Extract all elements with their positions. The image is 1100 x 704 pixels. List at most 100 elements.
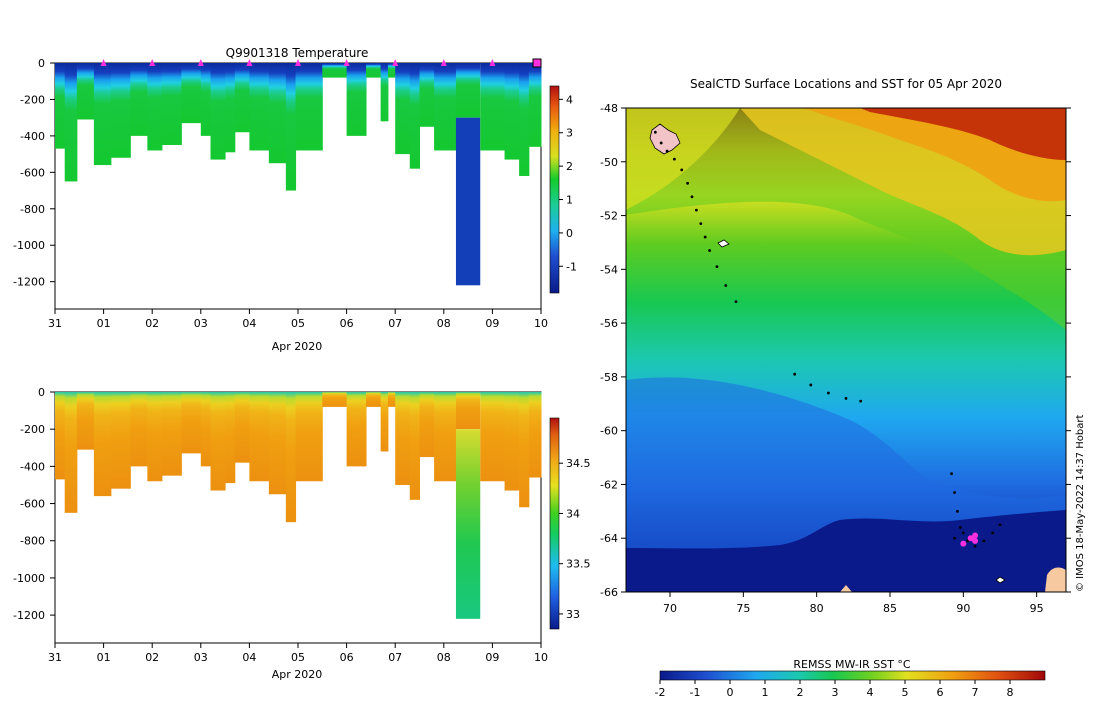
track-point xyxy=(953,491,956,494)
seal-track xyxy=(653,130,1002,548)
profile-column xyxy=(295,63,323,151)
profile-column xyxy=(200,63,212,136)
profile-column xyxy=(519,392,530,508)
sst-colorbar-ticks: -2 -1 0 1 2 3 4 5 6 7 8 xyxy=(655,680,1014,699)
track-point xyxy=(703,235,707,239)
colorbar-tick-label: 4 xyxy=(566,93,573,106)
temperature-x-axis: 31 01 02 03 04 05 06 07 08 09 10 xyxy=(48,309,548,330)
y-tick-label: -1000 xyxy=(13,572,45,585)
profile-column xyxy=(225,392,236,484)
profile-column xyxy=(234,63,250,133)
profile-column xyxy=(147,63,163,151)
profile-column xyxy=(249,392,270,482)
track-point xyxy=(708,249,711,252)
profile-column xyxy=(110,392,131,489)
sst-colorbar-tick-label: 3 xyxy=(832,686,839,699)
profile-column xyxy=(225,63,236,153)
track-point xyxy=(699,222,703,226)
map-y-tick-label: -54 xyxy=(600,263,618,276)
y-tick-label: -600 xyxy=(20,166,45,179)
colorbar-tick-label: 34.5 xyxy=(566,457,591,470)
track-point xyxy=(686,181,689,185)
y-tick-label: -800 xyxy=(20,535,45,548)
track-point xyxy=(724,284,728,287)
x-tick-label: 06 xyxy=(340,651,354,664)
surface-locations xyxy=(960,532,979,547)
x-tick-label: 09 xyxy=(485,651,499,664)
profile-column xyxy=(130,63,148,136)
track-point xyxy=(690,195,694,199)
x-tick-label: 01 xyxy=(97,651,111,664)
profile-column xyxy=(366,63,382,78)
surface-location xyxy=(972,532,979,539)
profile-column xyxy=(76,392,95,450)
y-tick-label: -600 xyxy=(20,498,45,511)
profile-column xyxy=(434,392,457,482)
profile-column xyxy=(161,392,182,476)
y-tick-label: -200 xyxy=(20,93,45,106)
profile-column xyxy=(528,63,542,147)
salinity-x-axis: 31 01 02 03 04 05 06 07 08 09 10 xyxy=(48,643,548,664)
profile-column xyxy=(64,63,78,182)
sst-colorbar xyxy=(659,670,1046,681)
track-point xyxy=(659,141,663,145)
profile-column xyxy=(210,392,226,491)
track-point xyxy=(673,157,676,161)
track-point xyxy=(998,523,1002,527)
sst-colorbar-tick-label: 4 xyxy=(867,686,874,699)
track-point xyxy=(695,208,698,212)
track-point xyxy=(973,544,977,548)
profile-column xyxy=(147,392,163,482)
y-tick-label: -400 xyxy=(20,460,45,473)
x-tick-label: 10 xyxy=(534,651,548,664)
sst-map-panel: SealCTD Surface Locations and SST for 05… xyxy=(600,77,1086,699)
track-point xyxy=(680,168,684,172)
x-tick-label: 04 xyxy=(242,651,256,664)
profile-marker xyxy=(246,59,253,66)
profile-marker xyxy=(295,59,301,66)
temperature-colorbar-ticks: 4 3 2 1 0 -1 xyxy=(559,93,577,273)
track-point xyxy=(734,300,738,303)
temperature-title: Q9901318 Temperature xyxy=(226,46,369,60)
profile-marker xyxy=(392,59,399,66)
kerguelen-island xyxy=(649,123,681,155)
profile-column xyxy=(346,63,367,136)
x-tick-label: 02 xyxy=(145,651,159,664)
profile-column xyxy=(480,63,506,151)
profile-column xyxy=(395,392,411,485)
profile-column xyxy=(268,63,287,164)
sst-colorbar-tick-label: 0 xyxy=(727,686,734,699)
profile-column xyxy=(249,63,270,151)
map-y-axis: -48 -50 -52 -54 -56 -58 -60 -62 -64 -66 xyxy=(600,102,1071,599)
track-point xyxy=(809,383,813,387)
profile-column-deep xyxy=(455,117,481,286)
map-frame xyxy=(625,107,1067,593)
track-point xyxy=(715,265,719,269)
profile-column xyxy=(64,392,78,513)
profile-markers xyxy=(100,58,542,68)
x-tick-label: 05 xyxy=(291,317,305,330)
x-tick-label: 08 xyxy=(437,317,451,330)
profile-column xyxy=(480,392,506,482)
profile-column xyxy=(76,63,95,120)
sst-colorbar-tick-label: 6 xyxy=(937,686,944,699)
salinity-y-axis: 0 -200 -400 -600 -800 -1000 -1200 xyxy=(13,386,55,622)
y-tick-label: -800 xyxy=(20,203,45,216)
track-point xyxy=(827,391,830,395)
profile-column xyxy=(322,63,348,78)
profile-marker xyxy=(197,59,204,66)
surface-location xyxy=(960,540,967,547)
profile-column xyxy=(387,392,396,407)
sst-colorbar-tick-label: 2 xyxy=(797,686,804,699)
track-point xyxy=(959,526,962,529)
profile-column xyxy=(346,392,367,467)
x-tick-label: 03 xyxy=(194,317,208,330)
track-point xyxy=(653,130,657,134)
profile-column xyxy=(181,392,202,454)
x-tick-label: 04 xyxy=(242,317,256,330)
track-point xyxy=(961,531,965,535)
map-y-tick-label: -66 xyxy=(600,586,618,599)
map-x-axis: 70 75 80 85 90 95 xyxy=(663,592,1044,615)
x-tick-label: 01 xyxy=(97,317,111,330)
colorbar-tick-label: 34 xyxy=(566,507,580,520)
